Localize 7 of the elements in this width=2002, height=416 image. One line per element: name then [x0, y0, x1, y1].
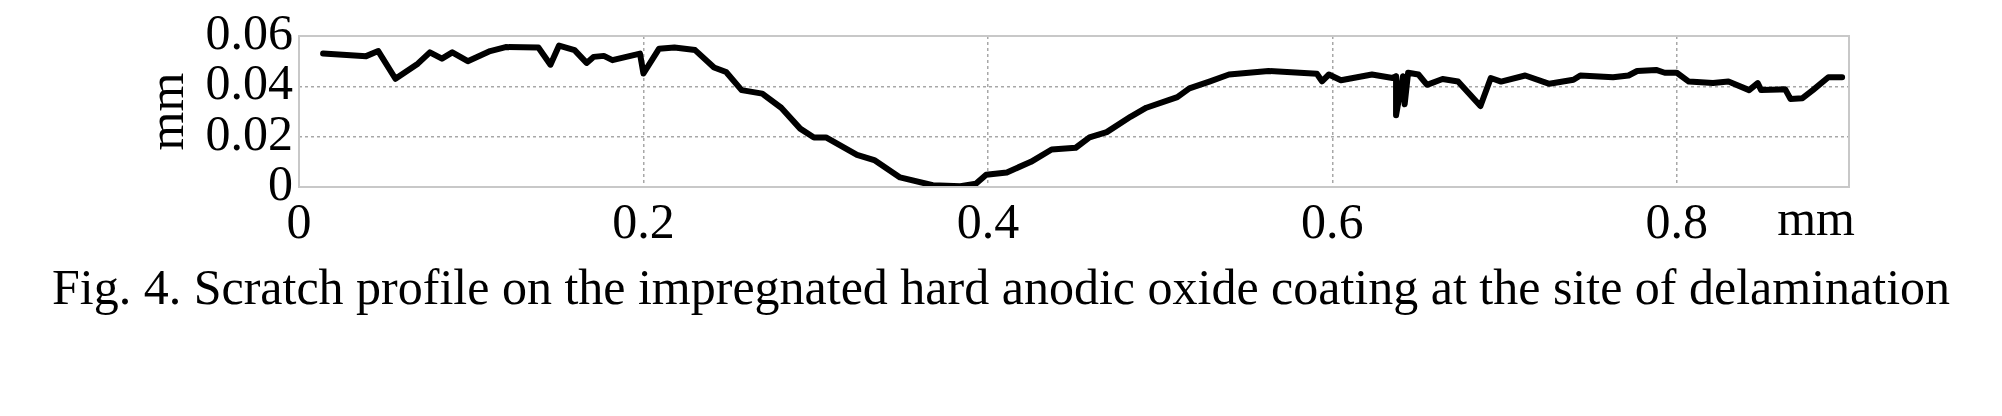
x-tick-label: 0.8 — [1645, 193, 1709, 250]
x-tick-label: 0.2 — [612, 193, 675, 250]
x-tick-label: 0.6 — [1301, 193, 1364, 250]
x-axis-title: mm — [1777, 190, 1856, 247]
y-axis-title: mm — [138, 72, 195, 151]
x-tick-label: 0.4 — [956, 193, 1020, 250]
caption: Fig. 4. Scratch profile on the impregnated hard anodic oxide coating at the site of delamination — [51, 259, 1951, 316]
